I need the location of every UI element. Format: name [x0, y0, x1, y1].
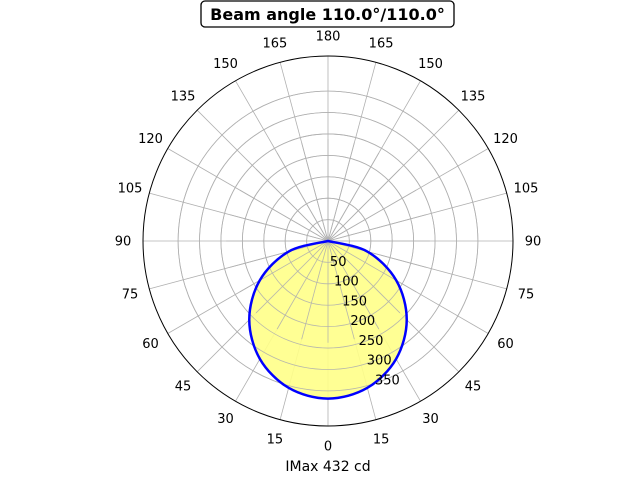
chart-title: Beam angle 110.0°/110.0° — [210, 5, 445, 24]
radial-gridline-overlay-300 — [199, 112, 457, 370]
intensity-curve — [248, 239, 408, 400]
angular-gridline-overlay-30 — [276, 240, 329, 330]
angular-gridline-overlay-330 — [327, 240, 380, 330]
angle-tick-label: 105 — [514, 181, 539, 196]
angle-tick-label: 30 — [422, 412, 439, 427]
angle-tick-label: 105 — [118, 181, 143, 196]
angular-gridline-overlay-195 — [327, 142, 355, 242]
angular-gridline-overlay-225 — [327, 168, 401, 242]
data-layer — [177, 90, 479, 400]
angle-tick-label: 15 — [373, 433, 390, 448]
chart-title-box: Beam angle 110.0°/110.0° — [200, 0, 455, 28]
angular-gridline-overlay-255 — [327, 214, 427, 242]
radial-tick-label: 150 — [342, 294, 367, 309]
angle-tick-label: 0 — [324, 440, 332, 455]
angle-tick-label: 75 — [518, 288, 535, 303]
radial-tick-label: 50 — [330, 255, 347, 270]
angle-tick-label: 150 — [213, 57, 238, 72]
angular-gridline-overlay-45 — [255, 240, 329, 314]
angle-tick-label: 60 — [142, 337, 159, 352]
angular-gridline-overlay-210 — [327, 152, 380, 242]
angle-tick-label: 45 — [175, 380, 192, 395]
angular-gridline-overlay-135 — [255, 168, 329, 242]
angular-gridline-overlay-315 — [327, 240, 401, 314]
angular-gridline-overlay-120 — [239, 189, 329, 242]
angular-gridline-overlay-15 — [301, 240, 329, 340]
angle-tick-label: 30 — [217, 412, 234, 427]
x-axis-label: IMax 432 cd — [285, 459, 370, 475]
angle-tick-label: 165 — [262, 37, 287, 52]
radial-tick-label: 100 — [334, 275, 359, 290]
radial-gridline-overlay-250 — [220, 133, 436, 349]
angle-tick-label: 135 — [461, 90, 486, 105]
angular-gridline-overlay-300 — [327, 240, 417, 293]
angular-gridline-overlay-345 — [327, 240, 355, 340]
angular-gridline-overlay-150 — [276, 152, 329, 242]
radial-tick-label: 250 — [359, 334, 384, 349]
angular-gridline-overlay-60 — [239, 240, 329, 293]
angular-gridline-overlay-105 — [229, 214, 329, 242]
angle-tick-label: 135 — [171, 90, 196, 105]
radial-tick-label: 350 — [375, 374, 400, 389]
radial-gridline-overlay-350 — [177, 90, 479, 392]
angle-tick-label: 120 — [493, 132, 518, 147]
angle-tick-label: 120 — [138, 132, 163, 147]
title-box-frame — [200, 0, 455, 28]
polar-frame — [142, 55, 514, 427]
angle-tick-label: 180 — [316, 30, 341, 45]
angle-tick-label: 15 — [267, 433, 284, 448]
angular-gridline-overlay-165 — [301, 142, 329, 242]
angle-tick-label: 90 — [525, 235, 542, 250]
radial-tick-label: 200 — [350, 314, 375, 329]
radial-tick-label: 300 — [367, 354, 392, 369]
angle-tick-label: 60 — [497, 337, 514, 352]
angle-tick-label: 150 — [418, 57, 443, 72]
angle-tick-label: 75 — [122, 288, 139, 303]
angle-tick-label: 90 — [115, 235, 132, 250]
angle-tick-label: 165 — [369, 37, 394, 52]
angle-tick-label: 45 — [465, 380, 482, 395]
angular-gridline-overlay-240 — [327, 189, 417, 242]
